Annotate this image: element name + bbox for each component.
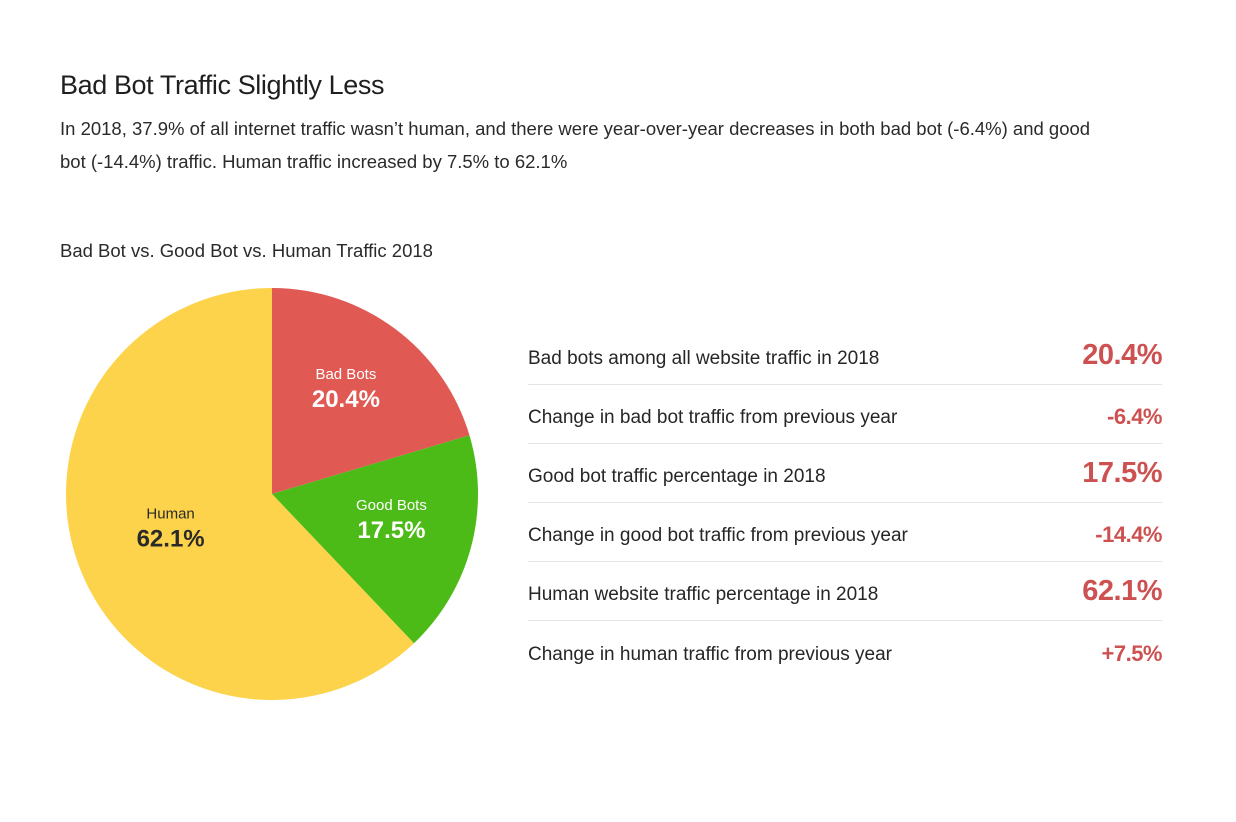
stat-label: Human website traffic percentage in 2018	[528, 584, 879, 605]
stat-value: 17.5%	[1082, 457, 1162, 489]
stat-label: Change in human traffic from previous ye…	[528, 644, 892, 665]
pie-label-value-bad-bots: 20.4%	[312, 386, 380, 413]
stat-row-human-change: Change in human traffic from previous ye…	[528, 621, 1162, 680]
stat-label: Change in bad bot traffic from previous …	[528, 407, 898, 428]
page-title: Bad Bot Traffic Slightly Less	[60, 70, 385, 100]
pie-slice-human	[66, 288, 414, 700]
traffic-pie-chart: Bad Bots 20.4% Good Bots 17.5% Human 62.1%	[66, 288, 478, 700]
stat-row-good-bots: Good bot traffic percentage in 2018 17.5…	[528, 444, 1162, 503]
stat-row-bad-bots: Bad bots among all website traffic in 20…	[528, 326, 1162, 385]
stat-value: -6.4%	[1107, 404, 1162, 429]
stat-row-bad-bot-change: Change in bad bot traffic from previous …	[528, 385, 1162, 444]
pie-label-value-good-bots: 17.5%	[357, 517, 425, 544]
stat-label: Change in good bot traffic from previous…	[528, 525, 908, 546]
chart-title: Bad Bot vs. Good Bot vs. Human Traffic 2…	[60, 240, 433, 261]
page-description: In 2018, 37.9% of all internet traffic w…	[60, 118, 1091, 172]
stat-label: Good bot traffic percentage in 2018	[528, 466, 826, 487]
stat-label: Bad bots among all website traffic in 20…	[528, 348, 880, 369]
pie-slice-bad-bots	[272, 288, 470, 494]
stat-value: 62.1%	[1082, 575, 1162, 607]
pie-label-name-good-bots: Good Bots	[356, 497, 427, 514]
stat-row-human: Human website traffic percentage in 2018…	[528, 562, 1162, 621]
stat-row-good-bot-change: Change in good bot traffic from previous…	[528, 503, 1162, 562]
stats-table: Bad bots among all website traffic in 20…	[528, 326, 1162, 680]
stat-value: +7.5%	[1101, 641, 1163, 666]
stat-value: 20.4%	[1082, 339, 1162, 371]
pie-label-name-bad-bots: Bad Bots	[315, 366, 376, 383]
pie-slice-good-bots	[272, 435, 478, 644]
pie-label-value-human: 62.1%	[137, 526, 205, 553]
pie-label-name-human: Human	[146, 506, 194, 523]
stat-value: -14.4%	[1095, 522, 1162, 547]
